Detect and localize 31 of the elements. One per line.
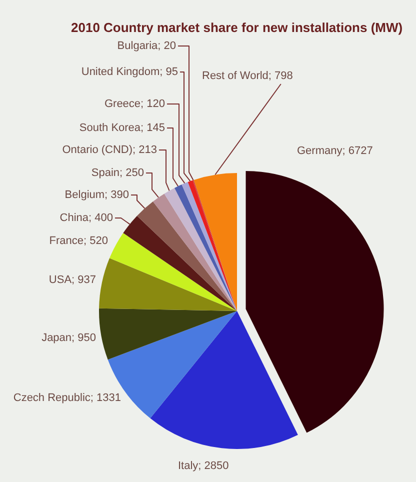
data-label: ; 400 — [88, 212, 113, 224]
chart-title: 2010 Country market share for new installations (MW) — [71, 20, 403, 35]
data-label: ; 95 — [160, 66, 178, 78]
data-label: ; 1331 — [90, 392, 121, 404]
slice-label: Japan — [42, 332, 72, 344]
data-label: ; 145 — [140, 122, 165, 134]
slice-label: Rest of World — [202, 70, 268, 82]
slice-label: Ontario (CND) — [62, 144, 133, 156]
slice-label: China — [60, 212, 90, 224]
slice-label: USA — [48, 274, 72, 286]
data-label: ; 937 — [72, 274, 96, 286]
data-label: ; 2850 — [198, 460, 229, 472]
data-label: ; 20 — [158, 40, 176, 52]
slice-label: Czech Republic — [13, 392, 91, 404]
slice-label: Bulgaria — [117, 40, 159, 52]
slice-label: Greece — [104, 98, 141, 110]
data-label: ; 250 — [120, 167, 144, 179]
slice-label: Spain — [91, 167, 120, 179]
data-label: ; 950 — [72, 332, 96, 344]
slice-label: United Kingdom — [81, 66, 160, 78]
slice-label: Italy — [178, 460, 199, 472]
data-label: ; 390 — [104, 189, 129, 201]
slice-label: Germany — [297, 145, 343, 157]
data-label: ; 798 — [268, 70, 293, 82]
slice-label: Belgium — [64, 189, 105, 201]
slice-label: France — [49, 235, 84, 247]
slice-label: South Korea — [79, 122, 142, 134]
data-label: ; 6727 — [342, 145, 373, 157]
data-label: ; 120 — [140, 98, 165, 110]
data-label: ; 213 — [132, 144, 157, 156]
data-label: ; 520 — [84, 235, 108, 247]
